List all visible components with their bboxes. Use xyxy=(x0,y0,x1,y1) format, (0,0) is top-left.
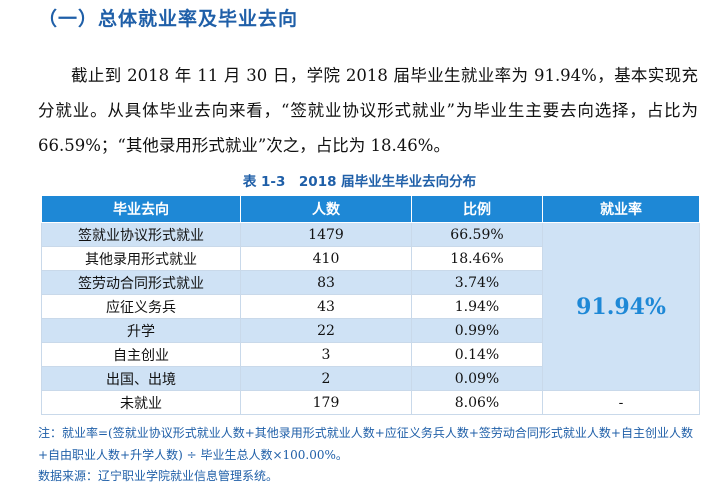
table-row: 签劳动合同形式就业 83 3.74% xyxy=(41,270,700,295)
cell-destination: 应征义务兵 xyxy=(41,294,241,319)
cell-ratio: 1.94% xyxy=(411,294,543,319)
table-row: 自主创业 3 0.14% xyxy=(41,342,700,367)
cell-destination: 其他录用形式就业 xyxy=(41,246,241,271)
table-row: 其他录用形式就业 410 18.46% xyxy=(41,246,700,271)
cell-destination: 出国、出境 xyxy=(41,366,241,391)
cell-count: 43 xyxy=(240,294,412,319)
cell-ratio: 0.14% xyxy=(411,342,543,367)
header-employment-rate: 就业率 xyxy=(542,195,700,223)
cell-count: 179 xyxy=(240,390,412,415)
destination-table: 毕业去向 人数 比例 就业率 签就业协议形式就业 1479 66.59% 91.… xyxy=(41,195,700,415)
table-row: 未就业 179 8.06% - xyxy=(41,390,700,415)
cell-destination: 签就业协议形式就业 xyxy=(41,222,241,247)
summary-paragraph: 截止到 2018 年 11 月 30 日，学院 2018 届毕业生就业率为 91… xyxy=(38,66,698,155)
table-row: 应征义务兵 43 1.94% xyxy=(41,294,700,319)
cell-destination: 签劳动合同形式就业 xyxy=(41,270,241,295)
header-destination: 毕业去向 xyxy=(41,195,241,223)
cell-destination: 升学 xyxy=(41,318,241,343)
cell-ratio: 8.06% xyxy=(411,390,543,415)
cell-ratio: 0.09% xyxy=(411,366,543,391)
cell-ratio: 3.74% xyxy=(411,270,543,295)
cell-ratio: 0.99% xyxy=(411,318,543,343)
cell-count: 83 xyxy=(240,270,412,295)
cell-count: 22 xyxy=(240,318,412,343)
table-row: 签就业协议形式就业 1479 66.59% 91.94% xyxy=(41,222,700,391)
table-header-row: 毕业去向 人数 比例 就业率 xyxy=(41,195,700,223)
cell-destination: 自主创业 xyxy=(41,342,241,367)
cell-count: 2 xyxy=(240,366,412,391)
header-ratio: 比例 xyxy=(411,195,543,223)
cell-count: 1479 xyxy=(240,222,412,247)
table-row: 出国、出境 2 0.09% xyxy=(41,366,700,391)
section-heading: （一）总体就业率及毕业去向 xyxy=(38,8,299,30)
cell-count: 3 xyxy=(240,342,412,367)
table-caption: 表 1-3 2018 届毕业生毕业去向分布 xyxy=(242,174,477,190)
cell-destination: 未就业 xyxy=(41,390,241,415)
cell-ratio: 66.59% xyxy=(411,222,543,247)
cell-count: 410 xyxy=(240,246,412,271)
cell-ratio: 18.46% xyxy=(411,246,543,271)
header-count: 人数 xyxy=(240,195,412,223)
formula-note: 注：就业率=(签就业协议形式就业人数+其他录用形式就业人数+应征义务兵人数+签劳… xyxy=(38,426,693,462)
table-row: 升学 22 0.99% xyxy=(41,318,700,343)
unemployed-rate-cell: - xyxy=(542,390,700,415)
employment-rate-cell: 91.94% xyxy=(542,222,700,391)
data-source: 数据来源：辽宁职业学院就业信息管理系统。 xyxy=(38,469,279,483)
